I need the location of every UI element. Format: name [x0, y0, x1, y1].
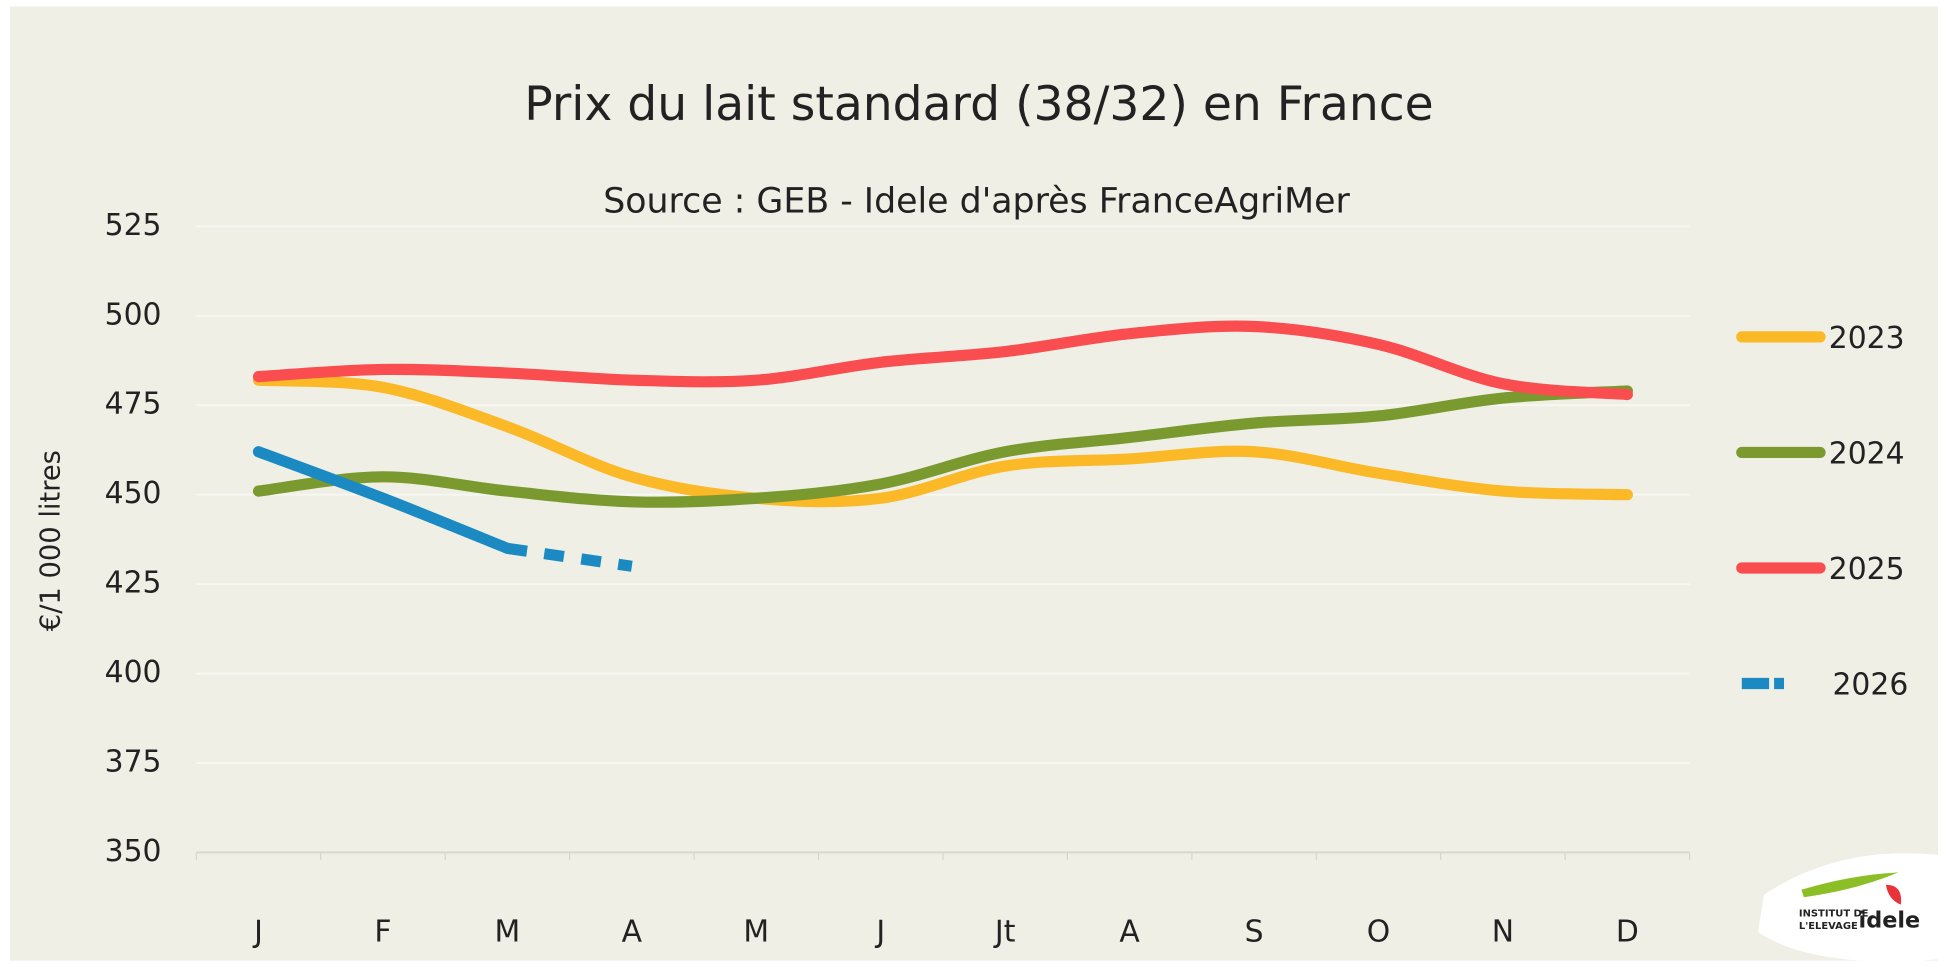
x-tick-label: M: [495, 915, 521, 950]
chart-title: Prix du lait standard (38/32) en France: [524, 77, 1434, 132]
logo-brand: idele: [1859, 907, 1921, 933]
line-series: [252, 320, 1633, 401]
x-tick-label: J: [874, 915, 885, 950]
y-tick-label: 475: [105, 387, 162, 422]
x-tick-label: N: [1492, 915, 1514, 950]
x-tick-label: M: [743, 915, 769, 950]
legend-label: 2023: [1829, 321, 1905, 356]
logo: INSTITUT DE L'ELEVAGE idele: [1757, 853, 1939, 962]
y-tick-label: 425: [105, 566, 162, 601]
x-tick-label: F: [374, 915, 391, 950]
y-tick-label: 375: [105, 745, 162, 780]
logo-text: L'ELEVAGE: [1799, 921, 1858, 932]
chart-subtitle: Source : GEB - Idele d'après FranceAgriM…: [603, 182, 1350, 222]
x-tick-label: A: [1119, 915, 1140, 950]
x-tick-label: D: [1616, 915, 1639, 950]
x-tick-label: J: [252, 915, 263, 950]
y-tick-label: 450: [105, 476, 162, 511]
line-series: [252, 374, 1633, 508]
y-tick-label: 525: [105, 208, 162, 243]
legend-label: 2026: [1832, 668, 1908, 703]
line-series: [252, 446, 513, 554]
x-tick-label: O: [1367, 915, 1390, 950]
legend-label: 2024: [1829, 436, 1905, 471]
logo-text: INSTITUT DE: [1799, 908, 1869, 919]
logo-drop: [1885, 884, 1902, 905]
x-tick-label: S: [1245, 915, 1264, 950]
logo-bg: [1757, 853, 1939, 962]
y-tick-label: 350: [105, 834, 162, 869]
y-tick-label: 400: [105, 655, 162, 690]
line-series: [252, 385, 1633, 508]
legend-label: 2025: [1829, 552, 1905, 587]
y-axis-label: €/1 000 litres: [36, 450, 67, 631]
logo-swoosh: [1801, 872, 1899, 898]
x-tick-label: A: [622, 915, 643, 950]
line-series: [506, 542, 633, 572]
x-tick-label: Jt: [993, 915, 1015, 950]
y-tick-label: 500: [105, 297, 162, 332]
